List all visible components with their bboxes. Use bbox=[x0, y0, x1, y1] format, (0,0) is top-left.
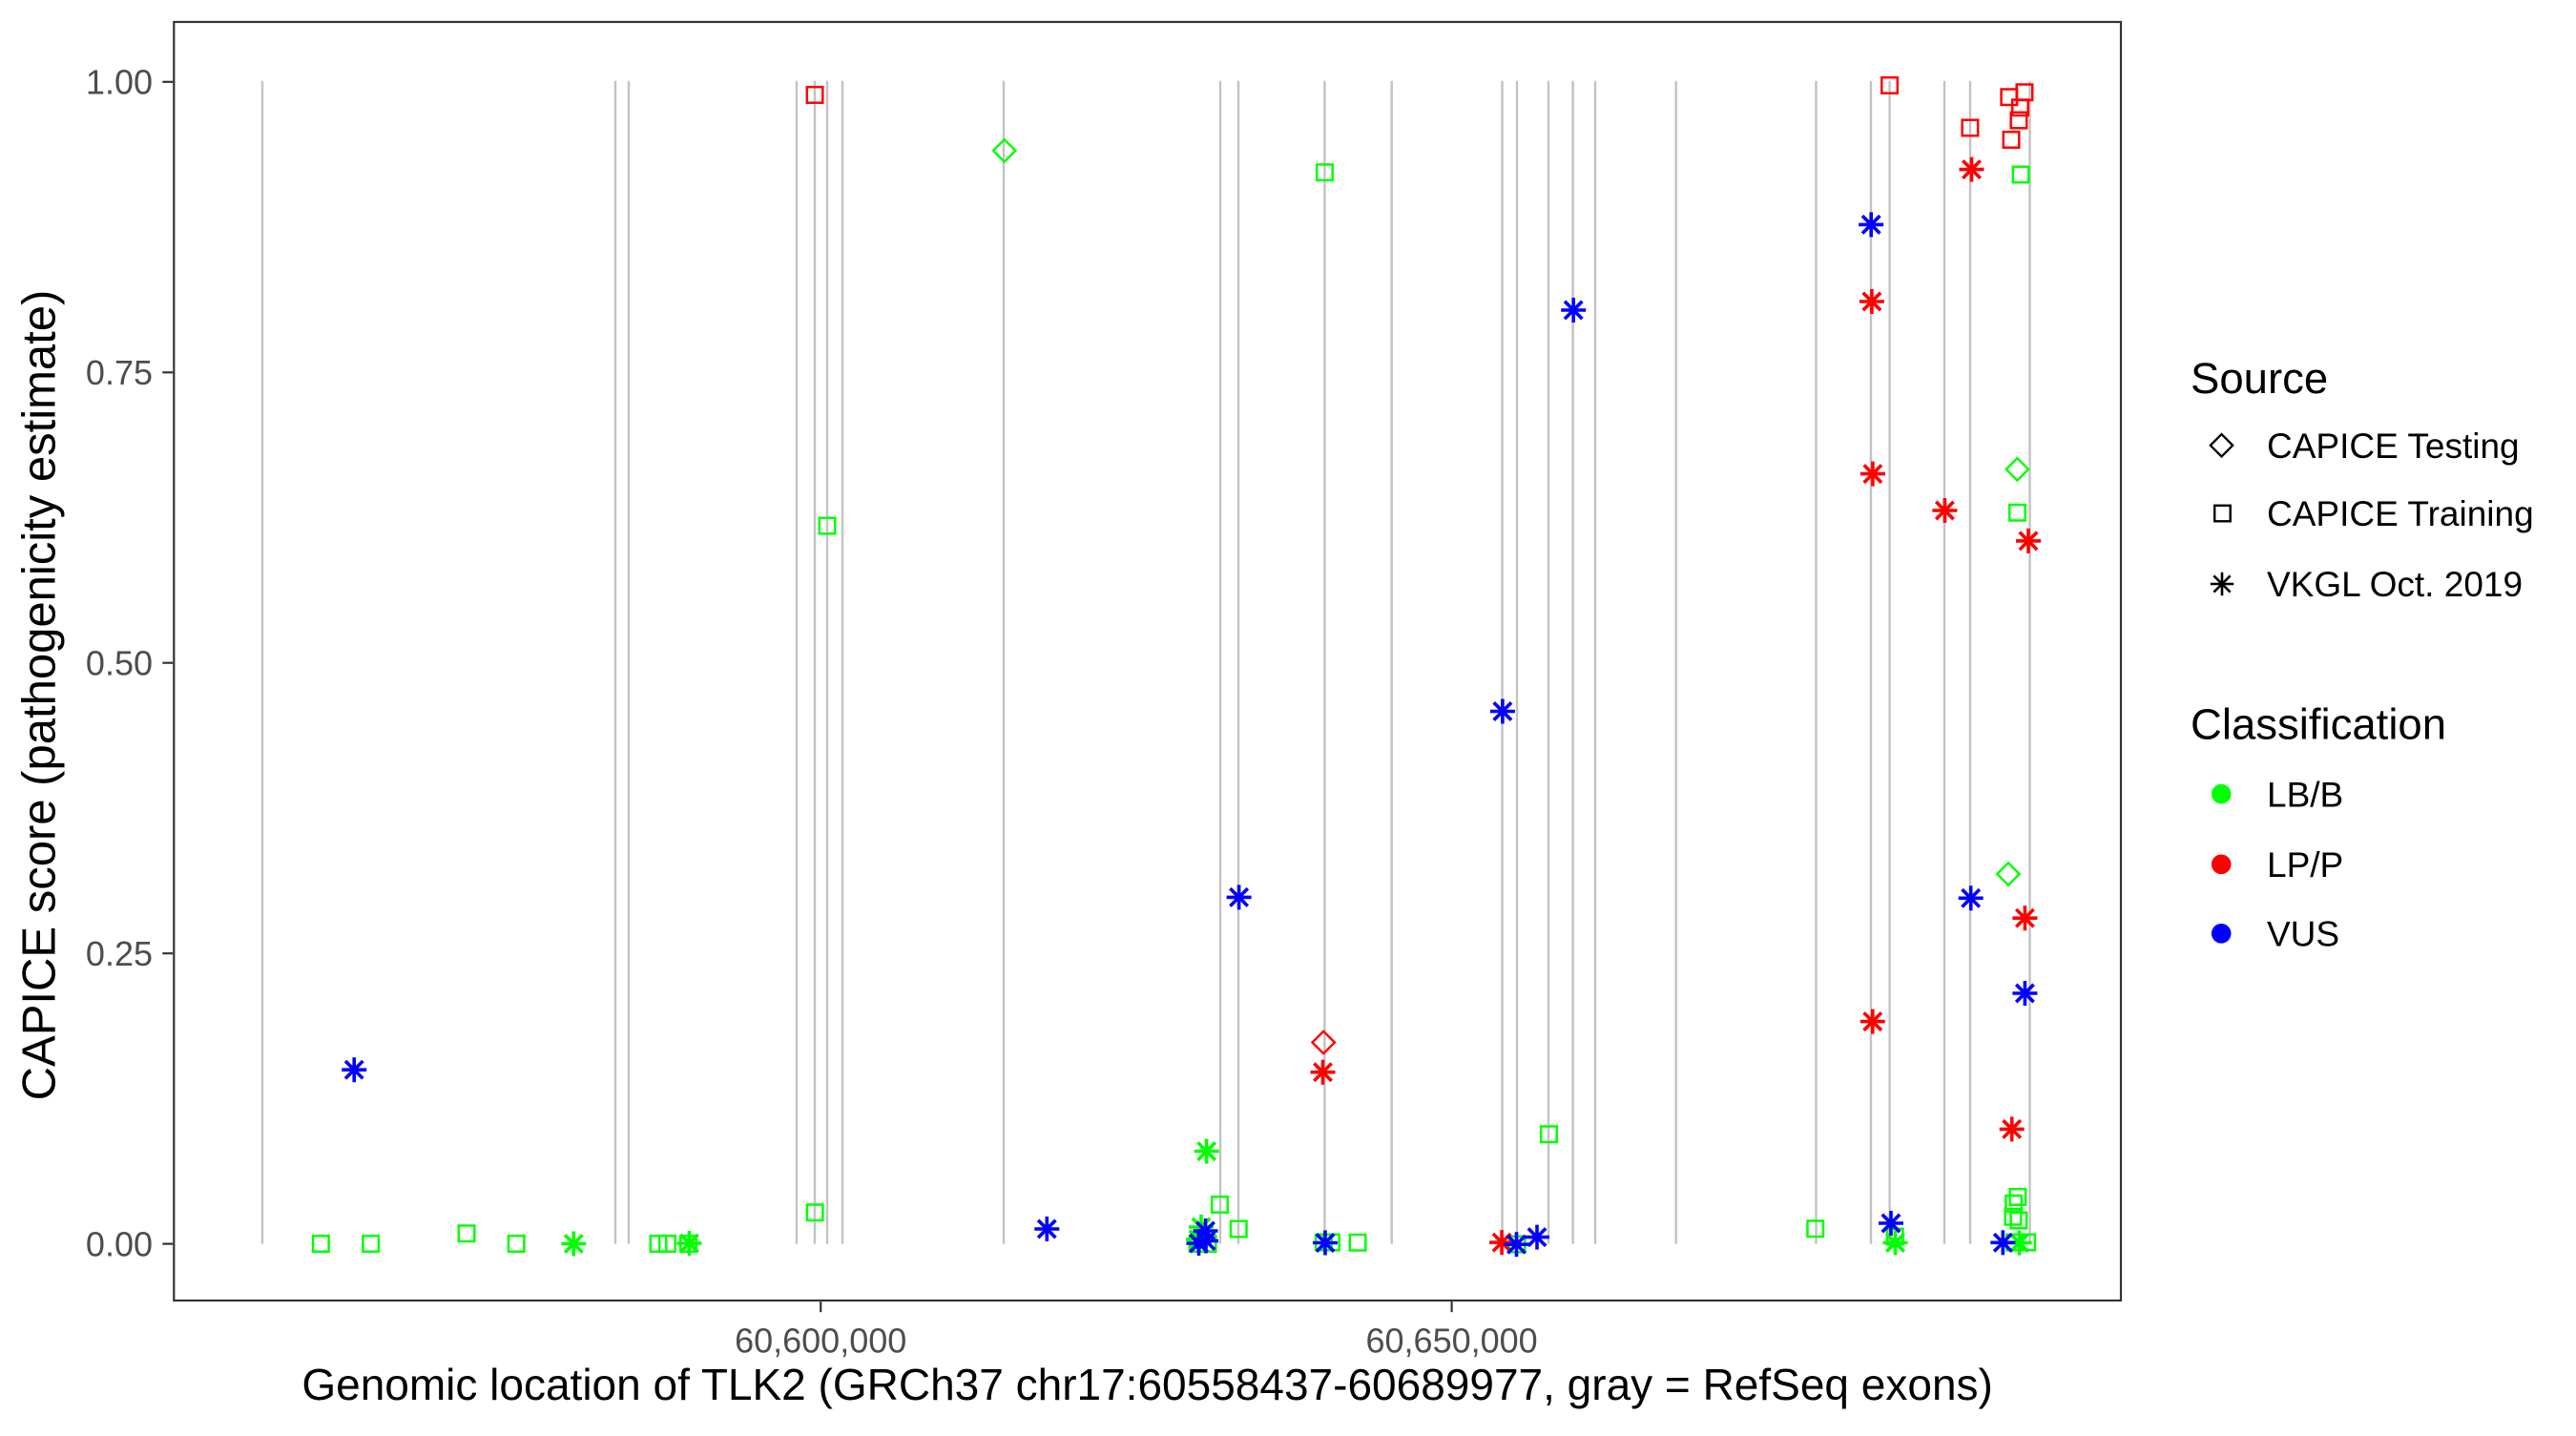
svg-text:Genomic location of TLK2 (GRCh: Genomic location of TLK2 (GRCh37 chr17:6… bbox=[301, 1360, 1993, 1409]
svg-text:Source: Source bbox=[2191, 354, 2328, 403]
svg-text:0.75: 0.75 bbox=[86, 353, 153, 392]
svg-text:LB/B: LB/B bbox=[2267, 775, 2343, 814]
svg-text:0.25: 0.25 bbox=[86, 934, 153, 973]
svg-text:Classification: Classification bbox=[2191, 700, 2446, 749]
svg-text:0.00: 0.00 bbox=[86, 1225, 153, 1264]
svg-text:0.50: 0.50 bbox=[86, 644, 153, 683]
svg-text:CAPICE Testing: CAPICE Testing bbox=[2267, 427, 2520, 466]
svg-text:CAPICE score (pathogenicity es: CAPICE score (pathogenicity estimate) bbox=[13, 290, 65, 1101]
svg-text:CAPICE Training: CAPICE Training bbox=[2267, 494, 2534, 533]
svg-text:1.00: 1.00 bbox=[86, 63, 153, 102]
svg-text:VUS: VUS bbox=[2267, 915, 2339, 954]
svg-text:LP/P: LP/P bbox=[2267, 845, 2343, 884]
svg-text:VKGL Oct. 2019: VKGL Oct. 2019 bbox=[2267, 565, 2523, 604]
svg-text:60,600,000: 60,600,000 bbox=[735, 1321, 906, 1360]
svg-text:60,650,000: 60,650,000 bbox=[1366, 1321, 1538, 1360]
